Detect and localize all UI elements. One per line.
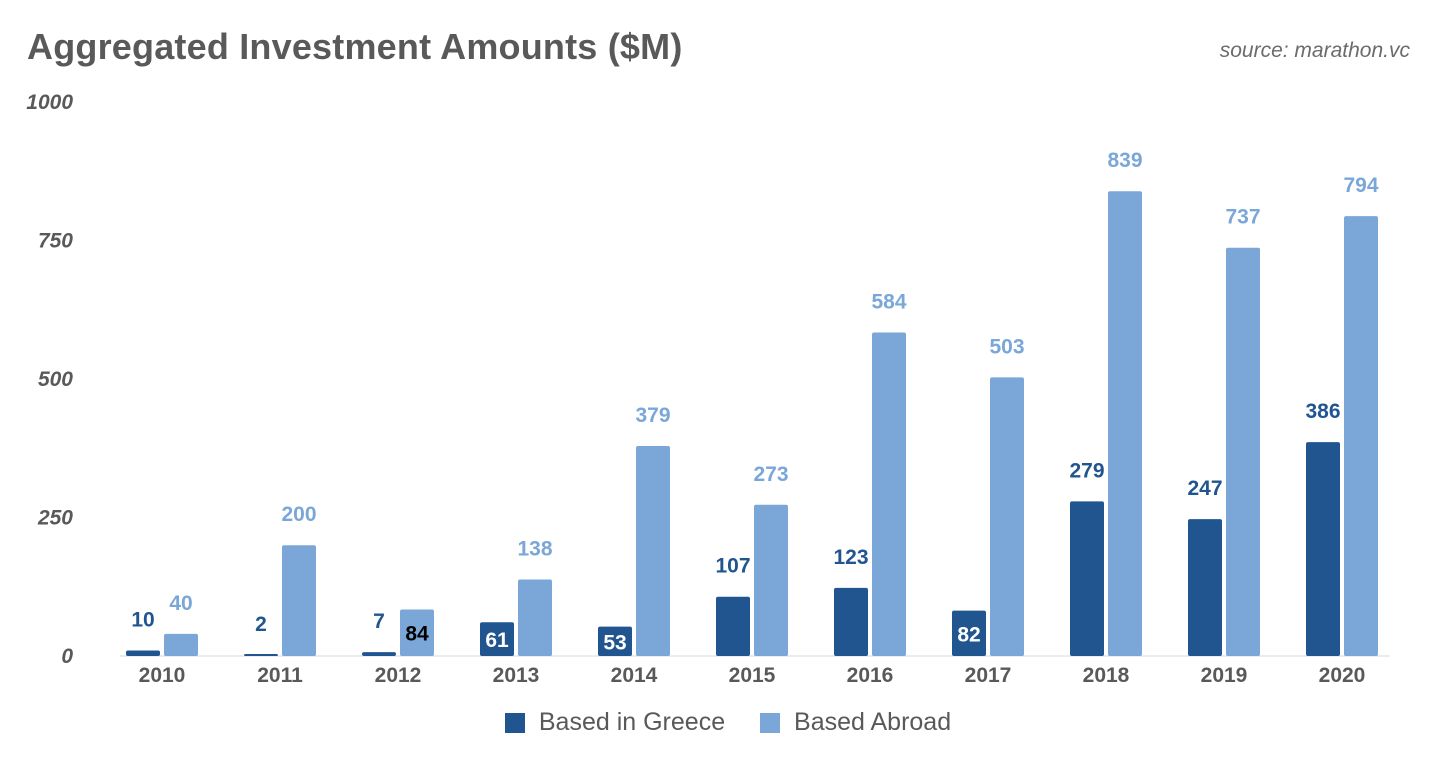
data-label-abroad: 737 bbox=[1225, 206, 1260, 229]
legend-item-greece: Based in Greece bbox=[504, 708, 726, 737]
source-note: source: marathon.vc bbox=[1219, 39, 1410, 62]
bar-based-in-greece bbox=[1306, 442, 1340, 656]
data-label-abroad: 40 bbox=[169, 592, 192, 615]
data-label-abroad: 200 bbox=[281, 503, 316, 526]
legend-swatch-greece bbox=[504, 712, 525, 733]
x-tick-label: 2014 bbox=[611, 664, 658, 687]
y-tick-label: 500 bbox=[38, 368, 73, 391]
data-label-abroad: 379 bbox=[635, 404, 670, 427]
data-label-greece: 386 bbox=[1305, 400, 1340, 423]
data-label-abroad: 584 bbox=[871, 290, 906, 313]
y-tick-label: 1000 bbox=[26, 91, 73, 114]
y-tick-label: 750 bbox=[38, 230, 73, 253]
x-tick-label: 2019 bbox=[1201, 664, 1248, 687]
bar-based-in-greece bbox=[126, 650, 160, 656]
bar-based-in-greece bbox=[244, 654, 278, 656]
data-label-greece: 7 bbox=[373, 610, 385, 633]
chart-title: Aggregated Investment Amounts ($M) bbox=[27, 26, 683, 67]
legend-label-greece: Based in Greece bbox=[538, 708, 726, 736]
x-tick-label: 2017 bbox=[965, 664, 1012, 687]
data-label-abroad: 503 bbox=[989, 335, 1024, 358]
bar-based-abroad bbox=[1108, 191, 1142, 656]
bar-based-abroad bbox=[518, 579, 552, 656]
x-tick-label: 2013 bbox=[493, 664, 540, 687]
data-label-greece: 10 bbox=[131, 608, 154, 631]
data-label-abroad: 138 bbox=[517, 538, 552, 561]
data-label-abroad: 794 bbox=[1343, 174, 1378, 197]
data-label-greece: 123 bbox=[833, 546, 868, 569]
bar-based-in-greece bbox=[598, 626, 632, 656]
bar-based-abroad bbox=[1226, 247, 1260, 656]
bar-chart: 0 250 500 750 1000 2010 10 40 2011 2 200 2012 7 84 201… bbox=[26, 91, 1390, 687]
x-tick-label: 2015 bbox=[729, 664, 776, 687]
y-tick-label: 0 bbox=[61, 645, 73, 668]
data-label-greece: 107 bbox=[715, 555, 750, 578]
x-tick-label: 2020 bbox=[1319, 664, 1366, 687]
bar-based-abroad bbox=[1344, 216, 1378, 656]
legend-swatch-abroad bbox=[760, 712, 781, 733]
x-tick-label: 2011 bbox=[257, 664, 303, 687]
bar-based-in-greece bbox=[1070, 501, 1104, 656]
legend: Based in Greece Based Abroad bbox=[0, 708, 1456, 740]
bar-based-in-greece bbox=[716, 596, 750, 656]
x-tick-label: 2010 bbox=[139, 664, 186, 687]
bar-based-abroad bbox=[872, 332, 906, 656]
bar-based-abroad bbox=[754, 504, 788, 656]
data-label-greece: 53 bbox=[603, 631, 626, 654]
bar-based-in-greece bbox=[952, 610, 986, 656]
data-label-abroad: 84 bbox=[405, 623, 429, 646]
bar-based-abroad bbox=[636, 446, 670, 656]
legend-item-abroad: Based Abroad bbox=[760, 708, 951, 737]
bar-based-abroad bbox=[400, 609, 434, 656]
bar-based-abroad bbox=[164, 633, 198, 656]
data-label-greece: 2 bbox=[255, 613, 267, 636]
x-tick-label: 2012 bbox=[375, 664, 422, 687]
data-label-greece: 82 bbox=[957, 623, 980, 646]
data-label-abroad: 839 bbox=[1107, 149, 1142, 172]
legend-label-abroad: Based Abroad bbox=[794, 708, 952, 736]
data-label-abroad: 273 bbox=[753, 463, 788, 486]
data-label-greece: 247 bbox=[1187, 477, 1222, 500]
data-label-greece: 279 bbox=[1069, 459, 1104, 482]
y-tick-label: 250 bbox=[37, 507, 73, 530]
bar-based-abroad bbox=[990, 377, 1024, 656]
data-label-greece: 61 bbox=[485, 629, 509, 652]
bar-based-abroad bbox=[282, 545, 316, 656]
bar-based-in-greece bbox=[834, 587, 868, 656]
bar-based-in-greece bbox=[362, 652, 396, 656]
bar-based-in-greece bbox=[1188, 519, 1222, 656]
bar-based-in-greece bbox=[480, 622, 514, 656]
x-tick-label: 2018 bbox=[1083, 664, 1130, 687]
x-tick-label: 2016 bbox=[847, 664, 894, 687]
